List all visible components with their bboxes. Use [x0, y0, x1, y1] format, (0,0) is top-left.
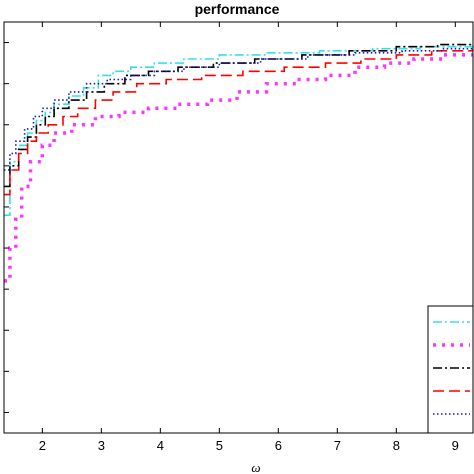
series-5-line	[4, 46, 473, 171]
plot-frame	[3, 21, 474, 434]
x-tick-label: 2	[39, 438, 46, 453]
x-tick-label: 6	[275, 438, 282, 453]
legend	[427, 305, 474, 434]
series-3-line	[4, 43, 473, 188]
plot-area	[4, 43, 473, 283]
series-4-line	[4, 48, 473, 196]
x-tick-label: 5	[216, 438, 223, 453]
x-tick-label: 8	[393, 438, 400, 453]
x-tick-label: 3	[98, 438, 105, 453]
x-tick-label: 4	[157, 438, 164, 453]
x-axis-label: ω	[251, 460, 260, 474]
series-2-line	[4, 50, 473, 283]
axes: 2 3 4 5 6 7 8 9	[3, 21, 474, 453]
chart-title: performance	[195, 1, 280, 17]
series-1-line	[4, 45, 473, 216]
legend-box	[427, 305, 474, 434]
x-tick-label: 7	[334, 438, 341, 453]
x-tick-label: 9	[452, 438, 459, 453]
